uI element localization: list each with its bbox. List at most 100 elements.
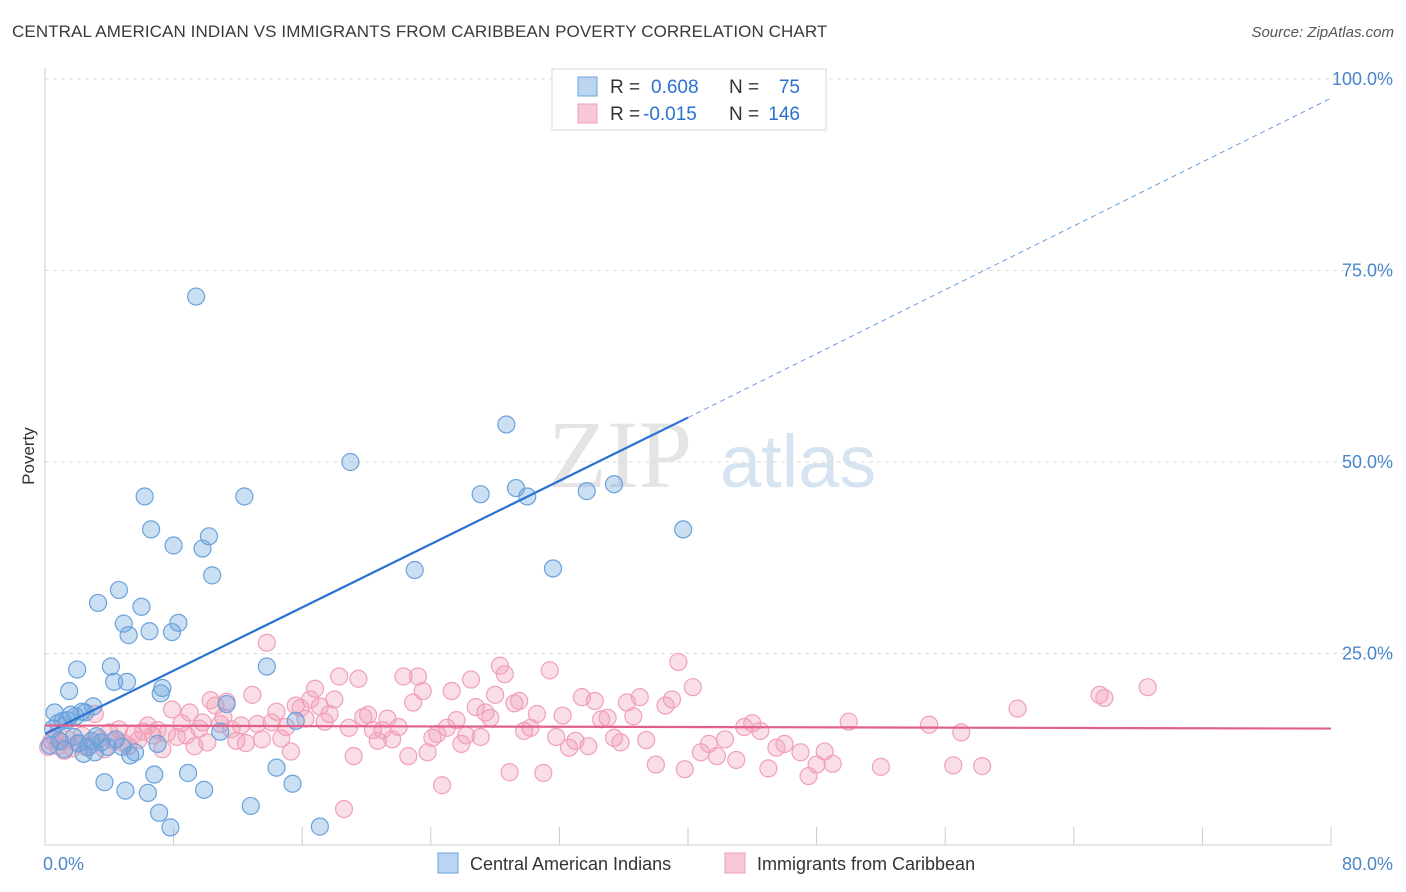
central-american-point-59 — [235, 487, 254, 506]
caribbean-point-67 — [344, 747, 363, 766]
central-american-point-44 — [150, 803, 169, 822]
central-american-points — [40, 111, 693, 837]
caribbean-point-148 — [952, 723, 971, 742]
central-american-point-32 — [116, 781, 135, 800]
caribbean-point-68 — [349, 669, 368, 688]
central-american-point-50 — [169, 613, 188, 632]
caribbean-point-120 — [630, 688, 649, 707]
caribbean-point-131 — [715, 730, 735, 749]
caribbean-point-153 — [1138, 678, 1157, 697]
caribbean-point-130 — [707, 747, 727, 766]
caribbean-points — [39, 633, 1157, 819]
caribbean-point-124 — [662, 690, 682, 709]
caribbean-point-81 — [413, 681, 432, 701]
caribbean-point-63 — [325, 690, 344, 709]
central-american-point-34 — [119, 626, 138, 645]
central-american-point-68 — [471, 485, 490, 504]
central-american-point-54 — [195, 780, 214, 799]
central-american-point-63 — [283, 774, 302, 793]
caribbean-point-112 — [579, 737, 598, 756]
central-american-point-47 — [161, 818, 180, 837]
central-american-point-49 — [164, 536, 183, 555]
central-american-point-37 — [132, 597, 151, 616]
central-american-point-46 — [153, 678, 172, 698]
central-american-point-69 — [497, 415, 516, 434]
x-tick-label-min: 0.0% — [43, 854, 84, 874]
central-american-point-27 — [105, 672, 124, 691]
central-american-point-8 — [60, 681, 79, 701]
caribbean-point-92 — [466, 698, 485, 717]
caribbean-point-113 — [585, 691, 604, 711]
caribbean-point-32 — [180, 703, 199, 722]
caribbean-point-22 — [133, 722, 153, 741]
caribbean-point-126 — [675, 760, 694, 779]
caribbean-point-97 — [490, 656, 510, 675]
central-american-point-22 — [88, 593, 108, 613]
legend-r-value-2: -0.015 — [643, 104, 697, 125]
central-american-point-26 — [101, 657, 121, 676]
central-american-point-51 — [178, 763, 198, 783]
bottom-legend-label-2: Immigrants from Caribbean — [757, 854, 975, 874]
x-tick-label-max: 80.0% — [1342, 854, 1393, 874]
central-american-point-42 — [145, 765, 164, 784]
caribbean-point-24 — [143, 726, 162, 745]
trend-lines — [44, 97, 1332, 735]
legend-n-value-2: 146 — [768, 104, 800, 125]
central-american-point-35 — [121, 746, 140, 765]
y-tick-labels: 25.0% 50.0% 75.0% 100.0% — [1332, 69, 1393, 664]
central-american-point-10 — [64, 727, 84, 747]
caribbean-point-87 — [442, 681, 461, 701]
caribbean-point-46 — [243, 685, 262, 704]
central-american-trend-extension — [687, 97, 1332, 419]
caribbean-point-101 — [510, 691, 529, 711]
bottom-legend-label-1: Central American Indians — [470, 854, 671, 874]
caribbean-point-106 — [540, 661, 559, 680]
caribbean-point-108 — [553, 706, 572, 725]
legend-box: R = 0.608 N = 75 R = -0.015 N = 146 — [551, 68, 827, 131]
caribbean-point-89 — [452, 734, 471, 753]
central-american-point-72 — [543, 559, 563, 578]
caribbean-point-132 — [727, 750, 746, 770]
central-american-point-57 — [211, 722, 230, 741]
central-american-point-24 — [95, 773, 114, 792]
caribbean-point-150 — [1008, 699, 1027, 718]
caribbean-point-94 — [476, 703, 495, 722]
central-american-point-39 — [138, 783, 157, 803]
central-american-point-65 — [310, 817, 329, 836]
legend-r-label-1: R = — [610, 77, 640, 98]
central-american-point-73 — [577, 482, 596, 501]
caribbean-point-51 — [267, 702, 286, 721]
central-american-point-56 — [203, 566, 222, 585]
caribbean-point-138 — [775, 734, 794, 753]
central-american-point-48 — [162, 622, 182, 642]
caribbean-point-100 — [505, 694, 524, 713]
caribbean-point-136 — [759, 759, 778, 778]
y-tick-label-0: 25.0% — [1342, 644, 1393, 664]
legend-n-value-1: 75 — [779, 77, 800, 98]
bottom-legend-swatch-blue — [437, 852, 459, 874]
caribbean-trend-line — [44, 724, 1332, 730]
central-american-point-43 — [148, 734, 167, 753]
central-american-point-74 — [604, 475, 624, 494]
caribbean-point-135 — [751, 721, 770, 740]
gridlines — [45, 78, 1392, 654]
legend-swatch-blue — [577, 76, 598, 97]
central-american-point-31 — [114, 614, 133, 633]
caribbean-point-109 — [559, 738, 579, 757]
caribbean-point-93 — [471, 727, 490, 747]
caribbean-point-48 — [252, 730, 272, 749]
caribbean-point-72 — [368, 731, 387, 750]
central-american-point-52 — [187, 287, 206, 306]
central-american-point-61 — [257, 657, 276, 676]
caribbean-point-151 — [1090, 685, 1109, 704]
central-american-point-4 — [50, 731, 69, 750]
caribbean-point-85 — [432, 776, 452, 795]
caribbean-point-45 — [236, 734, 256, 753]
caribbean-point-145 — [871, 757, 891, 776]
caribbean-point-66 — [339, 718, 358, 737]
caribbean-point-122 — [646, 755, 665, 774]
caribbean-point-36 — [198, 733, 217, 752]
central-american-point-62 — [267, 758, 286, 777]
caribbean-point-143 — [823, 754, 842, 773]
central-american-point-55 — [199, 527, 219, 546]
